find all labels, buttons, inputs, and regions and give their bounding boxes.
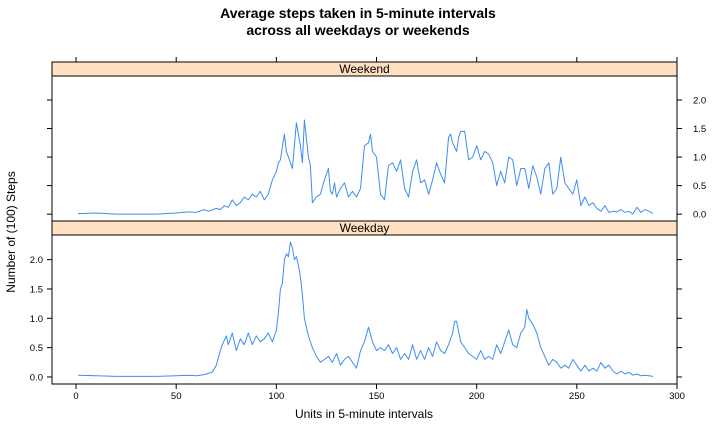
weekday-y-tick-label: 1.0 bbox=[30, 314, 43, 325]
weekend-series-line bbox=[77, 119, 654, 215]
weekday-panel-border bbox=[51, 220, 678, 385]
x-tick-label: 250 bbox=[569, 391, 585, 402]
weekday-strip bbox=[52, 221, 677, 235]
x-tick-label: 50 bbox=[171, 391, 182, 402]
chart-title-line-2: across all weekdays or weekends bbox=[246, 22, 470, 38]
weekend-panel-border bbox=[51, 61, 678, 222]
x-tick-label: 0 bbox=[73, 391, 78, 402]
weekday-y-tick-label: 0.5 bbox=[30, 343, 43, 354]
weekend-y-tick-label: 2.0 bbox=[693, 95, 706, 106]
chart-title-line-1: Average steps taken in 5-minute interval… bbox=[220, 5, 496, 21]
weekday-y-tick-label: 1.5 bbox=[30, 284, 43, 295]
x-tick-label: 300 bbox=[669, 391, 685, 402]
weekend-y-tick-label: 1.0 bbox=[693, 153, 706, 164]
weekday-y-tick-label: 0.0 bbox=[30, 372, 43, 383]
weekday-series-line bbox=[77, 241, 654, 377]
weekend-y-tick-label: 1.5 bbox=[693, 124, 706, 135]
weekend-strip-label: Weekend bbox=[339, 62, 389, 76]
weekend-strip bbox=[52, 62, 677, 76]
x-tick-label: 150 bbox=[369, 391, 385, 402]
weekday-strip-label: Weekday bbox=[340, 221, 390, 235]
weekday-y-tick-label: 2.0 bbox=[30, 255, 43, 266]
y-axis-label: Number of (100) Steps bbox=[4, 171, 18, 292]
x-axis-label: Units in 5-minute intervals bbox=[295, 407, 433, 421]
weekend-y-tick-label: 0.5 bbox=[693, 181, 706, 192]
weekend-y-tick-label: 0.0 bbox=[693, 210, 706, 221]
x-tick-label: 200 bbox=[469, 391, 485, 402]
x-tick-label: 100 bbox=[268, 391, 284, 402]
